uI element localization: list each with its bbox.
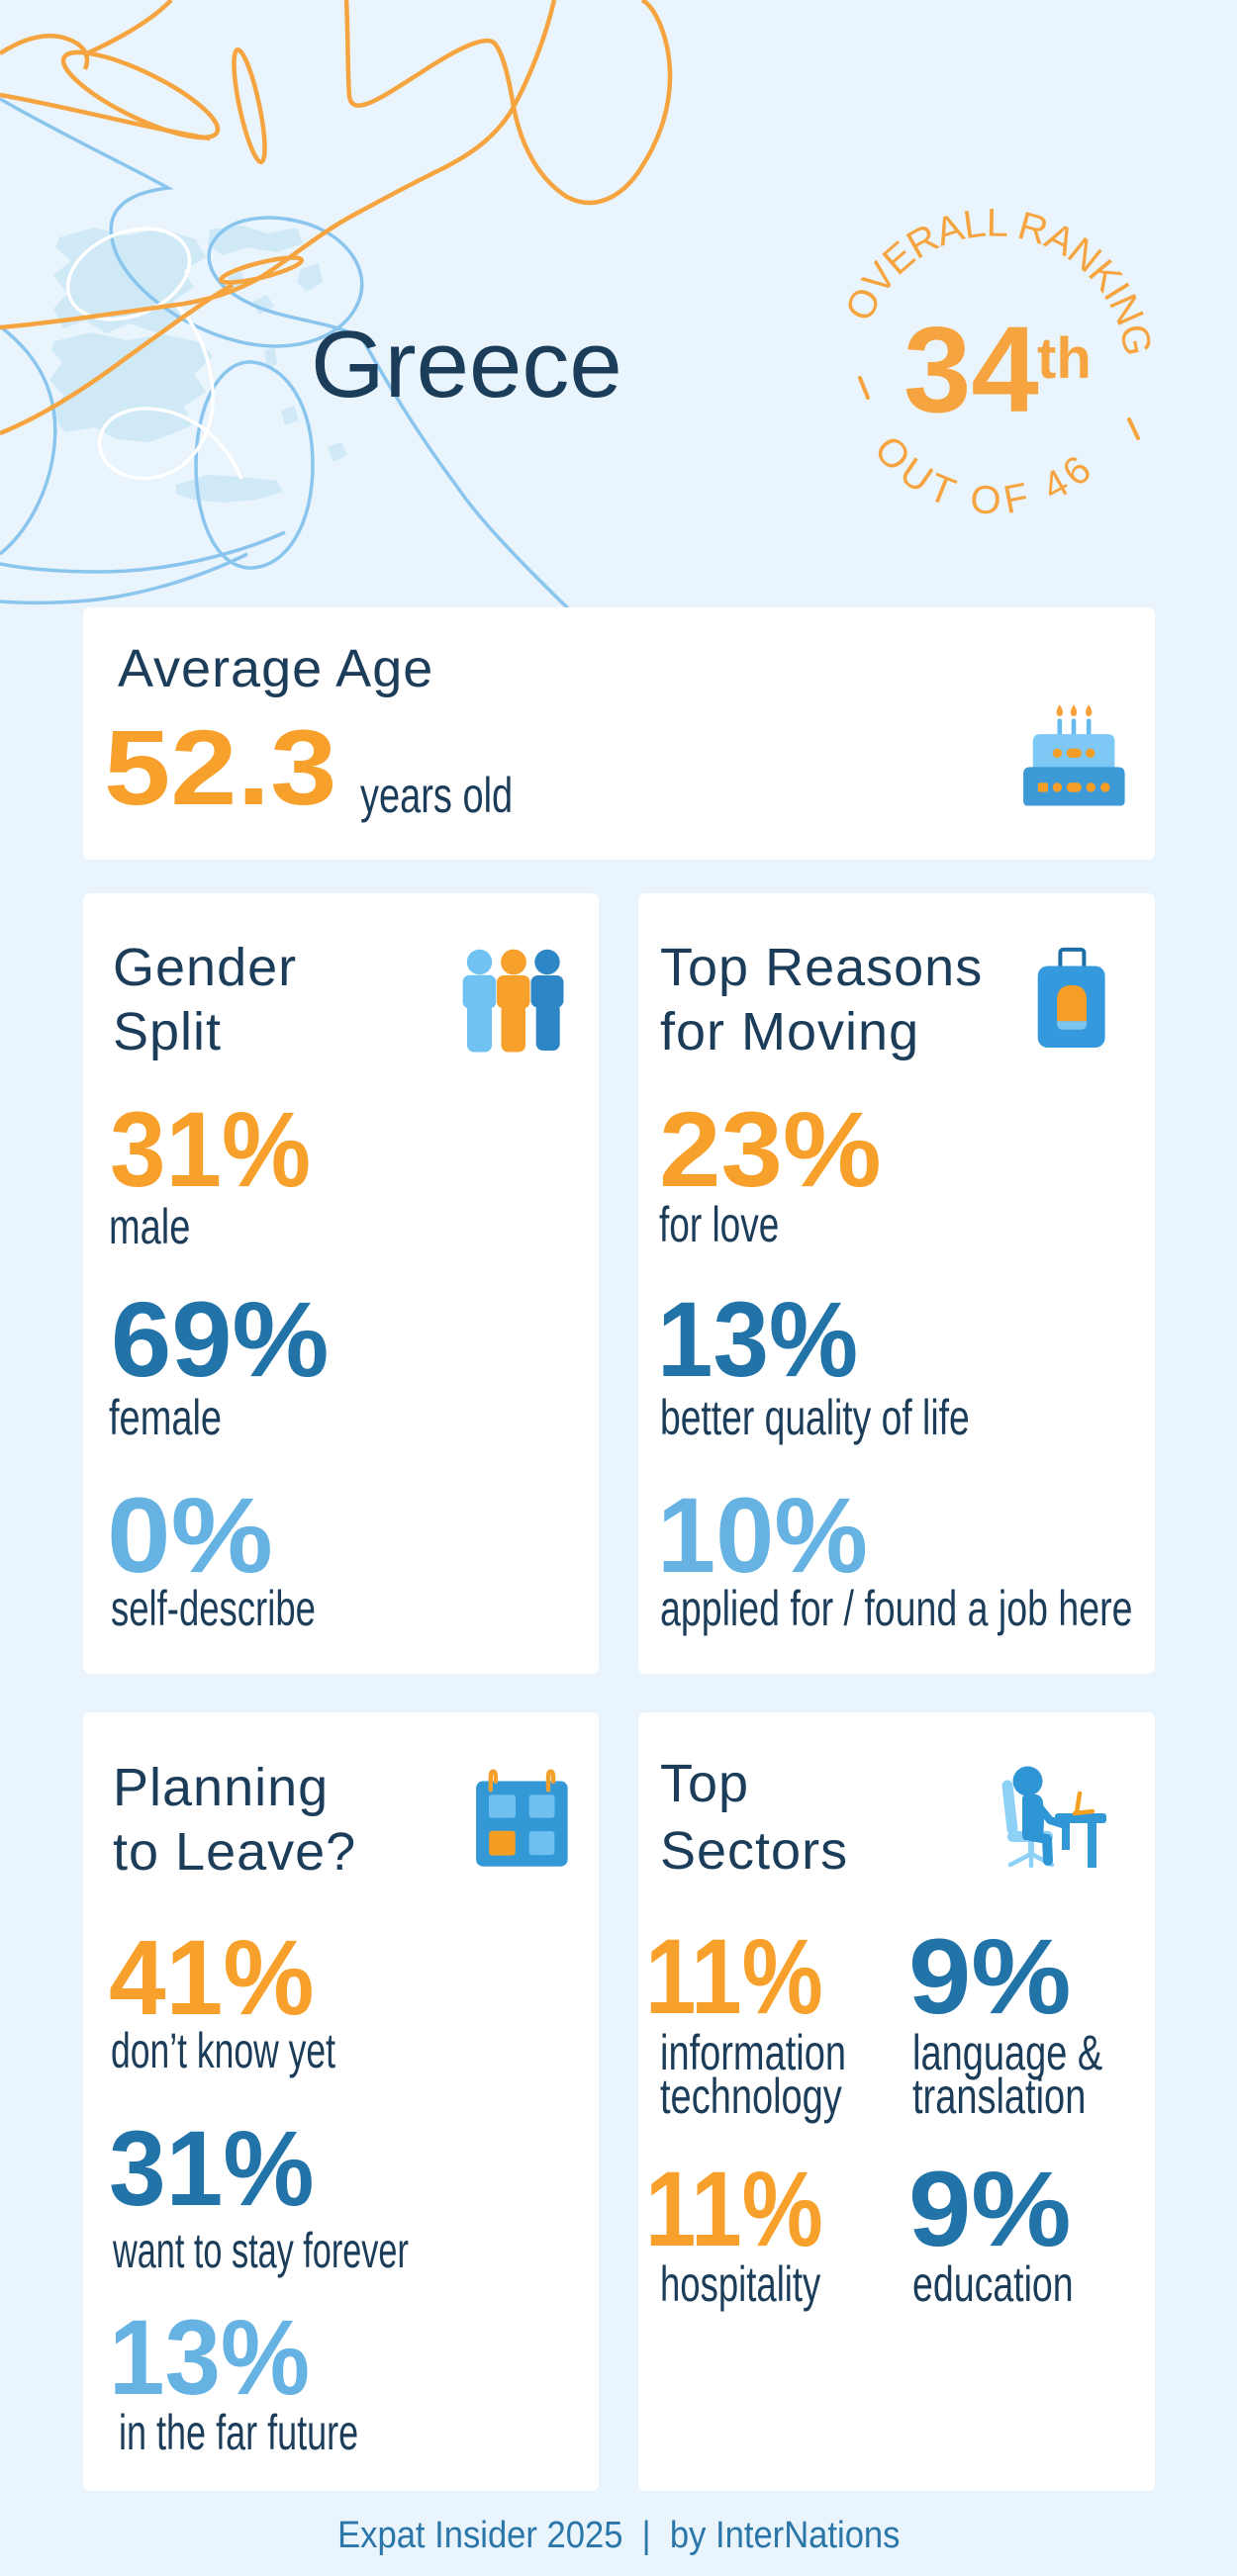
svg-text:34: 34	[904, 303, 1039, 438]
svg-text:OUT OF 46: OUT OF 46	[866, 427, 1104, 522]
svg-text:th: th	[1037, 326, 1092, 391]
